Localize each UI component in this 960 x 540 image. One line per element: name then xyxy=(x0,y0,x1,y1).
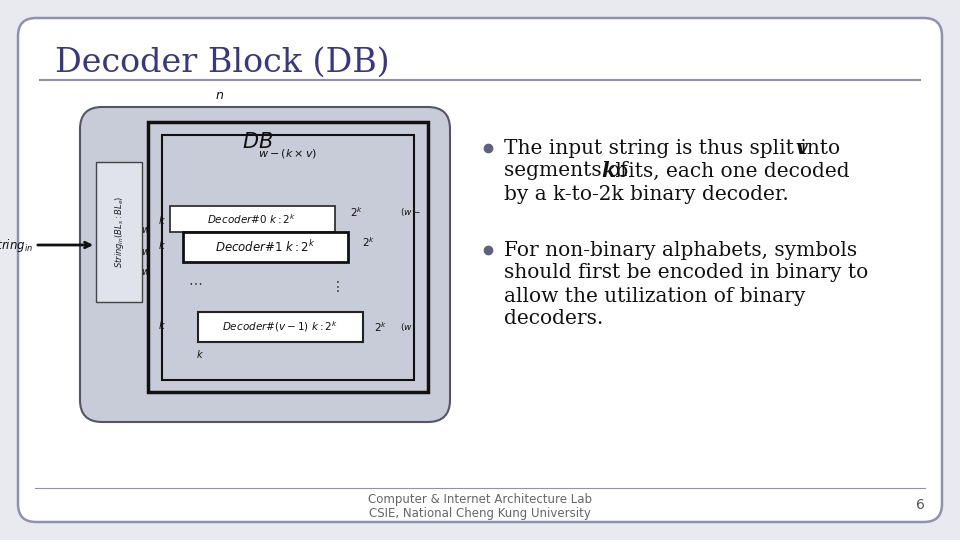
FancyBboxPatch shape xyxy=(183,232,348,262)
Text: by a k-to-2k binary decoder.: by a k-to-2k binary decoder. xyxy=(504,185,789,204)
Text: $2^k$: $2^k$ xyxy=(362,235,375,249)
Text: $2^k$: $2^k$ xyxy=(374,320,387,334)
Text: v: v xyxy=(796,138,807,158)
Text: $\vdots$: $\vdots$ xyxy=(330,280,340,294)
Text: $Decoder\#0\ k:2^k$: $Decoder\#0\ k:2^k$ xyxy=(207,212,297,226)
Text: $w$: $w$ xyxy=(141,225,151,235)
Text: $\cdots$: $\cdots$ xyxy=(188,275,203,289)
Text: $String_{in}$: $String_{in}$ xyxy=(0,237,33,253)
Text: $k$: $k$ xyxy=(158,319,166,331)
Bar xyxy=(96,162,142,302)
Text: $w-(k \times v)$: $w-(k \times v)$ xyxy=(258,147,318,160)
Text: $2^k$: $2^k$ xyxy=(350,205,363,219)
Text: $DB$: $DB$ xyxy=(243,132,274,152)
Text: The input string is thus split into: The input string is thus split into xyxy=(504,138,847,158)
Text: $w$: $w$ xyxy=(141,267,151,277)
Text: Computer & Internet Architecture Lab: Computer & Internet Architecture Lab xyxy=(368,494,592,507)
Text: $Decoder\#(v-1)\ k:2^k$: $Decoder\#(v-1)\ k:2^k$ xyxy=(222,320,338,334)
Text: $String_{in}(BL_s:BL_e)$: $String_{in}(BL_s:BL_e)$ xyxy=(112,196,126,268)
Text: bits, each one decoded: bits, each one decoded xyxy=(610,161,850,180)
Text: allow the utilization of binary: allow the utilization of binary xyxy=(504,287,805,306)
Text: 6: 6 xyxy=(916,498,924,512)
Text: segments of: segments of xyxy=(504,161,634,180)
FancyBboxPatch shape xyxy=(80,107,450,422)
Text: $n$: $n$ xyxy=(215,89,225,102)
Text: $w$: $w$ xyxy=(141,247,151,257)
Text: $k$: $k$ xyxy=(196,348,204,360)
Text: $k$: $k$ xyxy=(158,214,166,226)
Text: $Decoder\#1\ k:2^k$: $Decoder\#1\ k:2^k$ xyxy=(215,239,315,255)
FancyBboxPatch shape xyxy=(148,122,428,392)
Text: decoders.: decoders. xyxy=(504,309,603,328)
Text: should first be encoded in binary to: should first be encoded in binary to xyxy=(504,264,868,282)
Text: $(w-$: $(w-$ xyxy=(400,206,421,218)
Text: k: k xyxy=(601,161,615,181)
FancyBboxPatch shape xyxy=(18,18,942,522)
Text: CSIE, National Cheng Kung University: CSIE, National Cheng Kung University xyxy=(369,507,591,519)
Text: For non-binary alphabets, symbols: For non-binary alphabets, symbols xyxy=(504,240,857,260)
Text: $(w$: $(w$ xyxy=(400,321,413,333)
FancyBboxPatch shape xyxy=(198,312,363,342)
FancyBboxPatch shape xyxy=(170,206,335,232)
Text: $k$: $k$ xyxy=(158,239,166,251)
Text: Decoder Block (DB): Decoder Block (DB) xyxy=(55,47,390,79)
